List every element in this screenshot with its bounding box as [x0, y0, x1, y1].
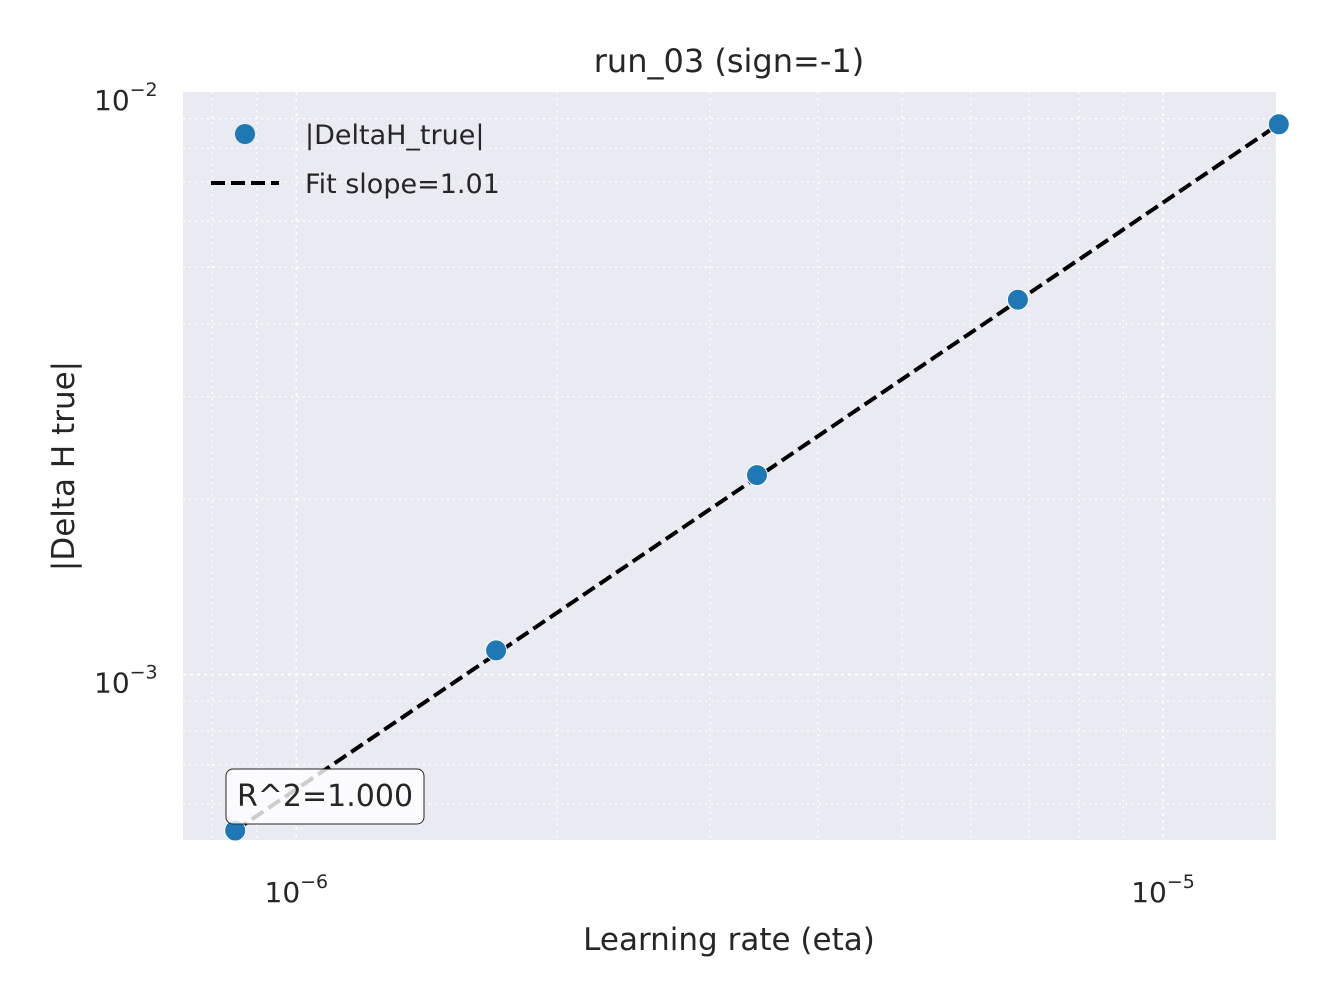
chart-title: run_03 (sign=-1) — [594, 42, 864, 80]
y-tick-label: 10−3 — [94, 662, 158, 700]
x-tick-label: 10−6 — [265, 871, 329, 909]
annotation-box — [225, 768, 425, 825]
y-axis-label: |Delta H true| — [46, 361, 82, 571]
major-gridlines — [183, 92, 1276, 840]
legend-marker-scatter — [235, 124, 255, 144]
data-point — [1267, 113, 1290, 136]
y-tick-labels: 10−3 10−2 — [94, 79, 158, 700]
minor-gridlines — [183, 92, 1276, 840]
data-points-layer — [224, 113, 1290, 842]
x-axis-label: Learning rate (eta) — [583, 922, 875, 958]
plot-area — [183, 92, 1276, 840]
x-tick-label: 10−5 — [1131, 871, 1195, 909]
y-tick-label: 10−2 — [94, 79, 158, 117]
r-squared-annotation: R^2=1.000 — [225, 768, 425, 825]
data-point — [746, 464, 768, 487]
data-point — [485, 639, 508, 662]
x-tick-labels: 10−6 10−5 — [265, 871, 1195, 909]
annotation-text: R^2=1.000 — [237, 779, 413, 814]
data-point — [1006, 288, 1029, 311]
legend-label-fit-line: Fit slope=1.01 — [305, 169, 500, 200]
legend: |DeltaH_true| Fit slope=1.01 — [211, 120, 500, 200]
legend-label-scatter: |DeltaH_true| — [305, 120, 484, 151]
